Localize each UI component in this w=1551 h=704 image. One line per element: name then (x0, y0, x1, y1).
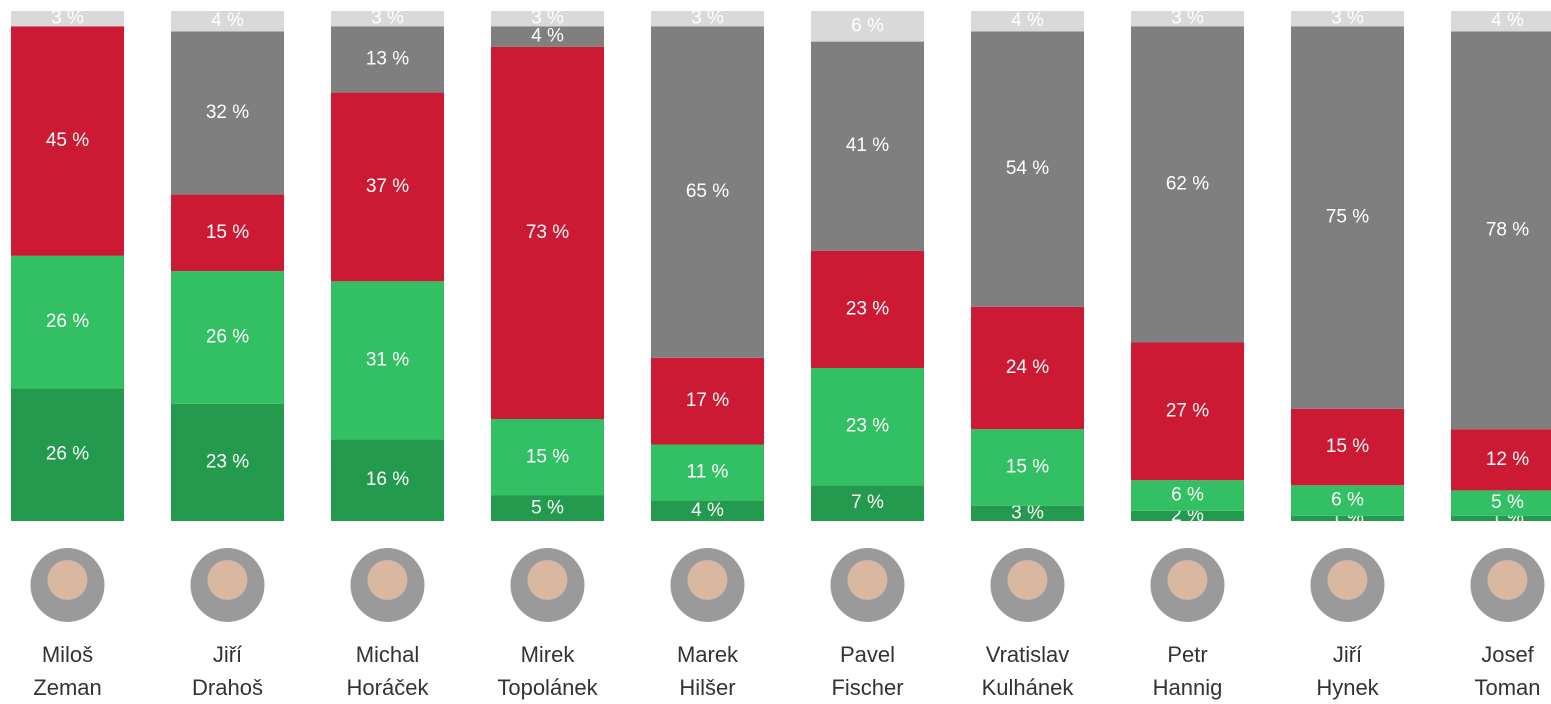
portrait-face (208, 560, 248, 600)
portrait-face (48, 560, 88, 600)
value-label: 24 % (1006, 357, 1049, 378)
value-label: 75 % (1326, 207, 1369, 228)
candidate-name-text: Jiří Hynek (1316, 638, 1378, 704)
value-label: 3 % (371, 8, 404, 29)
portrait-face (1488, 560, 1528, 600)
value-label: 15 % (1006, 456, 1049, 477)
value-label: 23 % (846, 416, 889, 437)
portrait-face (848, 560, 888, 600)
portrait-face (1008, 560, 1048, 600)
candidate-name: Jiří Hynek (1268, 638, 1428, 704)
portrait-face (688, 560, 728, 600)
candidate-name-text: Michal Horáček (347, 638, 429, 704)
value-label: 26 % (46, 444, 89, 465)
value-label: 15 % (526, 446, 569, 467)
candidate-name: Michal Horáček (308, 638, 468, 704)
value-label: 6 % (1331, 490, 1364, 511)
value-label: 16 % (366, 469, 409, 490)
candidate-name-text: Vratislav Kulhánek (982, 638, 1074, 704)
value-label: 54 % (1006, 158, 1049, 179)
value-label: 3 % (1171, 8, 1204, 29)
value-label: 6 % (1171, 485, 1204, 506)
value-label: 17 % (686, 390, 729, 411)
value-label: 15 % (1326, 436, 1369, 457)
value-label: 62 % (1166, 173, 1209, 194)
value-label: 3 % (531, 8, 564, 29)
value-label: 23 % (846, 298, 889, 319)
value-label: 73 % (526, 222, 569, 243)
value-label: 4 % (211, 10, 244, 31)
candidate-name: Pavel Fischer (788, 638, 948, 704)
candidate-name: Mirek Topolánek (468, 638, 628, 704)
candidate-name-text: Pavel Fischer (831, 638, 903, 704)
value-label: 6 % (851, 15, 884, 36)
portrait-face (368, 560, 408, 600)
value-label: 4 % (1491, 10, 1524, 31)
value-label: 78 % (1486, 219, 1529, 240)
candidate-name-text: Marek Hilšer (677, 638, 738, 704)
value-label: 23 % (206, 451, 249, 472)
value-label: 4 % (691, 500, 724, 521)
candidate-name-text: Petr Hannig (1153, 638, 1223, 704)
portrait-face (1328, 560, 1368, 600)
value-label: 26 % (46, 311, 89, 332)
value-label: 27 % (1166, 400, 1209, 421)
value-label: 3 % (51, 8, 84, 29)
candidate-name-text: Josef Toman (1474, 638, 1540, 704)
candidate-name: Jiří Drahoš (148, 638, 308, 704)
value-label: 31 % (366, 349, 409, 370)
value-label: 3 % (691, 8, 724, 29)
value-label: 45 % (46, 130, 89, 151)
candidate-name-text: Jiří Drahoš (192, 638, 263, 704)
portrait-face (1168, 560, 1208, 600)
candidate-name-text: Miloš Zeman (33, 638, 101, 704)
value-label: 65 % (686, 181, 729, 202)
candidate-name: Josef Toman (1428, 638, 1551, 704)
candidate-name: Petr Hannig (1108, 638, 1268, 704)
candidate-name: Marek Hilšer (628, 638, 788, 704)
value-label: 4 % (1011, 10, 1044, 31)
value-label: 13 % (366, 48, 409, 69)
value-label: 7 % (851, 492, 884, 513)
value-label: 15 % (206, 222, 249, 243)
value-label: 3 % (1331, 8, 1364, 29)
value-label: 5 % (531, 497, 564, 518)
candidate-name-text: Mirek Topolánek (497, 638, 597, 704)
candidate-name: Vratislav Kulhánek (948, 638, 1108, 704)
value-label: 5 % (1491, 492, 1524, 513)
value-label: 11 % (687, 462, 729, 483)
value-label: 26 % (206, 326, 249, 347)
value-label: 32 % (206, 102, 249, 123)
value-label: 41 % (846, 135, 889, 156)
value-label: 12 % (1486, 449, 1529, 470)
candidate-name: Miloš Zeman (0, 638, 148, 704)
portrait-face (528, 560, 568, 600)
value-label: 37 % (366, 176, 409, 197)
